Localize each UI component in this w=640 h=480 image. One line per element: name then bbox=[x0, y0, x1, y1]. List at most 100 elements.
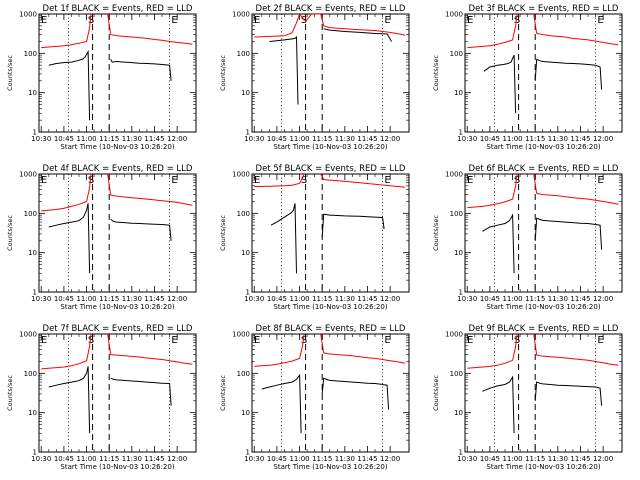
lld-series-line bbox=[254, 14, 406, 38]
events-series-line bbox=[321, 213, 385, 238]
y-tick-label: 100 bbox=[24, 50, 37, 58]
events-series-line bbox=[110, 59, 172, 81]
x-tick-label: 11:45 bbox=[357, 295, 377, 303]
events-series-line bbox=[534, 217, 603, 250]
lld-series-line bbox=[320, 174, 406, 188]
marker-S: S bbox=[88, 335, 94, 346]
x-tick-label: 10:30 bbox=[457, 135, 477, 143]
x-tick-label: 11:45 bbox=[357, 455, 377, 463]
x-tick-label: 11:30 bbox=[548, 295, 568, 303]
detector-panel: Det 2f BLACK = Events, RED = LLD 1 10 100 10… bbox=[219, 4, 410, 151]
x-axis-label: Start Time (10-Nov-03 10:26:20) bbox=[486, 463, 600, 471]
detector-panel: Det 7f BLACK = Events, RED = LLD 1 10 100 10… bbox=[6, 324, 197, 471]
x-tick-label: 10:30 bbox=[457, 455, 477, 463]
y-axis-label: Counts/sec bbox=[432, 375, 440, 411]
panel-title: Det 5f BLACK = Events, RED = LLD bbox=[256, 164, 406, 174]
lld-series-line bbox=[467, 14, 518, 49]
y-tick-label: 1000 bbox=[19, 171, 37, 179]
x-tick-label: 10:45 bbox=[480, 455, 500, 463]
plot-frame bbox=[251, 333, 410, 453]
detector-panel: Det 1f BLACK = Events, RED = LLD 1 10 100 10… bbox=[6, 4, 197, 151]
x-tick-label: 10:45 bbox=[54, 135, 74, 143]
x-axis-label: Start Time (10-Nov-03 10:26:20) bbox=[486, 143, 600, 151]
x-tick-label: 11:45 bbox=[570, 455, 590, 463]
lld-series-line bbox=[41, 334, 92, 370]
x-tick-label: 11:00 bbox=[76, 455, 96, 463]
y-tick-label: 1 bbox=[33, 129, 37, 137]
y-tick-label: 1 bbox=[33, 449, 37, 457]
y-axis-label: Counts/sec bbox=[219, 215, 227, 251]
marker-E-end: E bbox=[171, 335, 177, 346]
y-tick-label: 1000 bbox=[232, 11, 250, 19]
marker-E-start: E bbox=[41, 175, 47, 186]
plot-frame bbox=[251, 173, 410, 293]
lld-series-line bbox=[107, 334, 193, 365]
plot-frame bbox=[464, 13, 623, 133]
plot-frame bbox=[38, 13, 197, 133]
lld-series-line bbox=[254, 174, 305, 187]
x-tick-label: 10:30 bbox=[244, 135, 264, 143]
y-tick-label: 10 bbox=[28, 249, 37, 257]
y-tick-label: 1 bbox=[246, 449, 250, 457]
events-series-line bbox=[534, 381, 603, 406]
marker-S: S bbox=[514, 15, 520, 26]
marker-S: S bbox=[514, 175, 520, 186]
lld-series-line bbox=[533, 334, 619, 366]
marker-S: S bbox=[301, 175, 307, 186]
y-tick-label: 1 bbox=[33, 289, 37, 297]
events-series-line bbox=[270, 203, 297, 274]
marker-E-start: E bbox=[254, 175, 260, 186]
y-tick-label: 100 bbox=[24, 370, 37, 378]
events-series-line bbox=[48, 203, 91, 274]
x-tick-label: 10:30 bbox=[244, 295, 264, 303]
y-tick-label: 10 bbox=[241, 89, 250, 97]
lld-series-line bbox=[41, 14, 92, 49]
y-axis-label: Counts/sec bbox=[6, 215, 14, 251]
plot-frame bbox=[38, 333, 197, 453]
y-tick-label: 100 bbox=[237, 50, 250, 58]
marker-S: S bbox=[88, 15, 94, 26]
x-tick-label: 12:00 bbox=[167, 295, 187, 303]
x-axis-label: Start Time (10-Nov-03 10:26:20) bbox=[60, 143, 174, 151]
y-tick-label: 10 bbox=[28, 409, 37, 417]
events-series-line bbox=[321, 377, 390, 410]
y-axis-label: Counts/sec bbox=[6, 55, 14, 91]
y-tick-label: 1000 bbox=[445, 11, 463, 19]
x-tick-label: 11:30 bbox=[122, 455, 142, 463]
marker-E-end: E bbox=[171, 15, 177, 26]
x-tick-label: 12:00 bbox=[593, 455, 613, 463]
y-tick-label: 10 bbox=[454, 409, 463, 417]
lld-series-line bbox=[254, 334, 305, 367]
x-tick-label: 10:45 bbox=[267, 295, 287, 303]
x-axis-label: Start Time (10-Nov-03 10:26:20) bbox=[273, 303, 387, 311]
x-tick-label: 11:00 bbox=[289, 135, 309, 143]
events-series-line bbox=[110, 377, 172, 406]
lld-series-line bbox=[41, 174, 92, 212]
x-tick-label: 11:15 bbox=[525, 135, 545, 143]
x-tick-label: 11:30 bbox=[122, 295, 142, 303]
events-series-line bbox=[48, 49, 91, 121]
marker-E-start: E bbox=[467, 175, 473, 186]
x-tick-label: 11:00 bbox=[76, 135, 96, 143]
x-tick-label: 11:30 bbox=[548, 135, 568, 143]
y-axis-label: Counts/sec bbox=[432, 215, 440, 251]
x-axis-label: Start Time (10-Nov-03 10:26:20) bbox=[273, 143, 387, 151]
marker-E-end: E bbox=[384, 175, 390, 186]
x-tick-label: 11:15 bbox=[99, 135, 119, 143]
x-tick-label: 11:00 bbox=[289, 455, 309, 463]
marker-E-start: E bbox=[254, 335, 260, 346]
panel-title: Det 3f BLACK = Events, RED = LLD bbox=[469, 4, 619, 14]
y-axis-label: Counts/sec bbox=[219, 375, 227, 411]
y-tick-label: 10 bbox=[454, 249, 463, 257]
y-tick-label: 1000 bbox=[445, 171, 463, 179]
panel-title: Det 1f BLACK = Events, RED = LLD bbox=[43, 4, 193, 14]
y-axis-label: Counts/sec bbox=[432, 55, 440, 91]
y-tick-label: 10 bbox=[241, 409, 250, 417]
x-tick-label: 11:45 bbox=[144, 295, 164, 303]
marker-S: S bbox=[301, 15, 307, 26]
y-tick-label: 1 bbox=[246, 289, 250, 297]
y-tick-label: 1 bbox=[246, 129, 250, 137]
x-tick-label: 10:45 bbox=[480, 295, 500, 303]
